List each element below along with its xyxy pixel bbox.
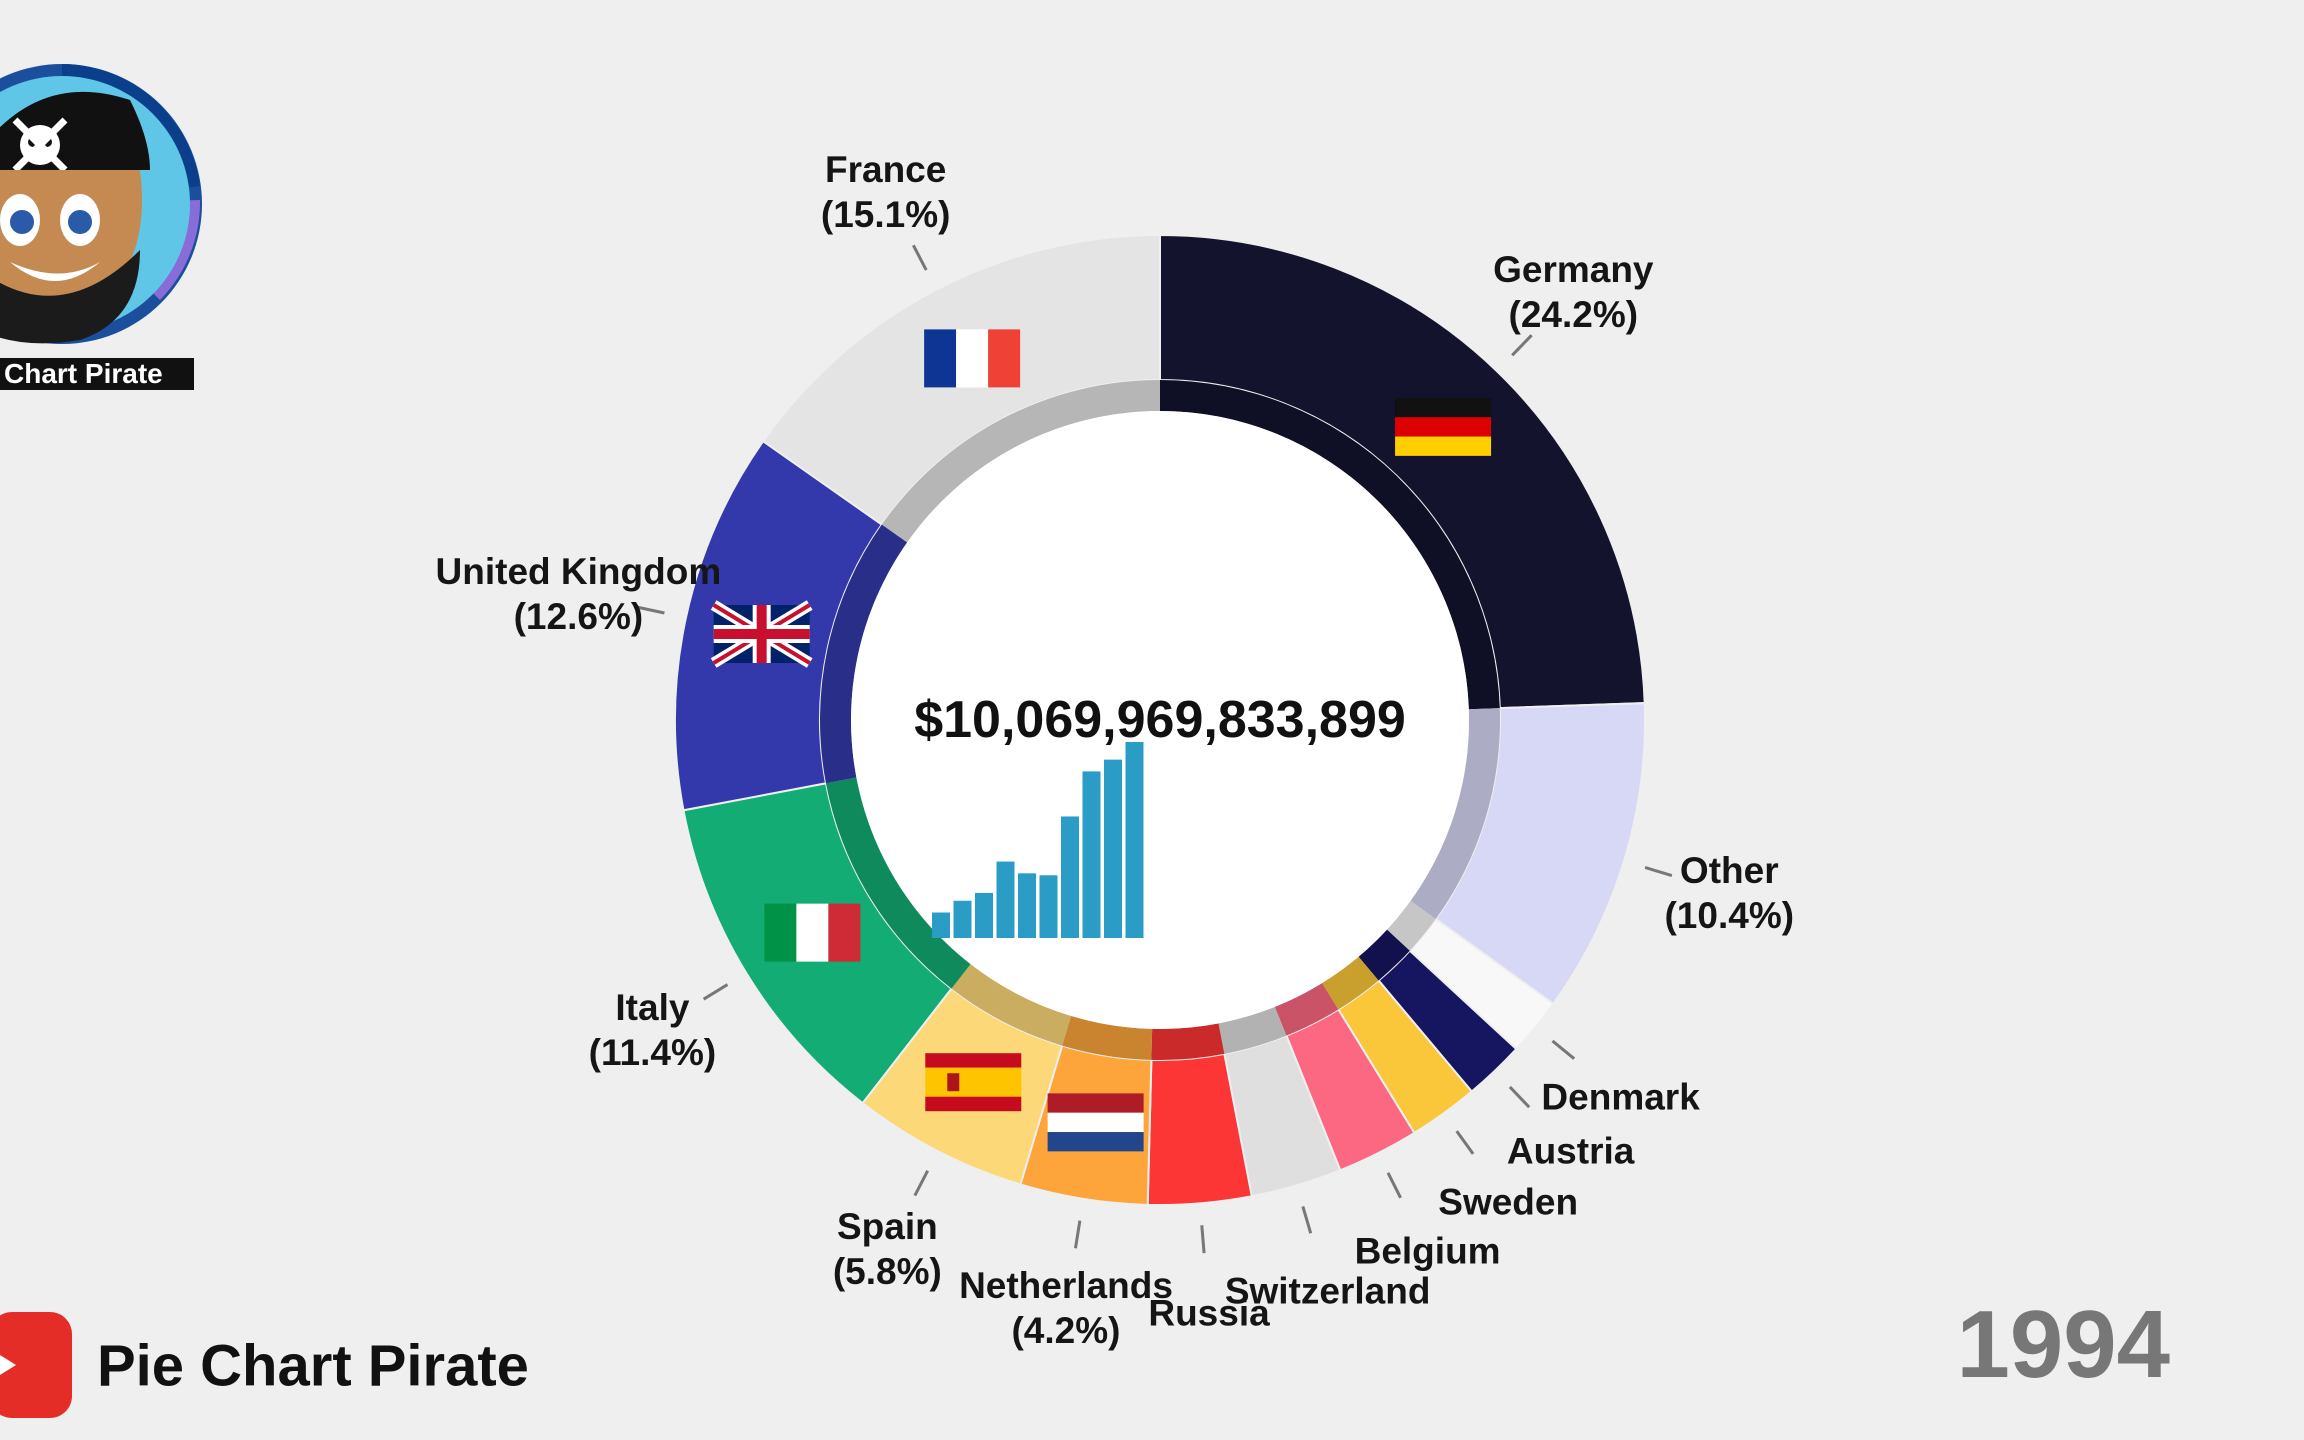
- slice-denmark-inner: [1386, 900, 1436, 951]
- leader-line-italy: [702, 983, 729, 1001]
- history-bar: [932, 912, 950, 938]
- leader-line-other: [1644, 866, 1673, 878]
- channel-name: Pie Chart Pirate: [97, 1333, 529, 1399]
- label-percent: (4.2%): [1011, 1309, 1121, 1351]
- label-name: Other: [1679, 850, 1779, 892]
- history-bar: [1039, 875, 1058, 938]
- label-united-kingdom: United Kingdom (12.6%): [436, 549, 722, 639]
- history-bar: [953, 900, 972, 938]
- total-value: $10,069,969,833,899: [914, 691, 1406, 749]
- slice-other-inner: [1410, 708, 1500, 919]
- avatar-label: Chart Pirate: [0, 358, 194, 390]
- history-bar: [1125, 742, 1144, 938]
- slice-united-kingdom-inner: [820, 524, 908, 784]
- history-bar: [1061, 816, 1079, 938]
- leader-line-denmark: [1551, 1039, 1576, 1060]
- spain-flag-icon: [925, 1053, 1022, 1112]
- slice-netherlands-inner: [1062, 1015, 1153, 1060]
- italy-flag-icon: [764, 903, 861, 962]
- label-denmark: Denmark: [1541, 1074, 1699, 1119]
- label-name: Sweden: [1438, 1181, 1579, 1223]
- youtube-play-icon[interactable]: [0, 1312, 72, 1418]
- france-flag-icon: [924, 329, 1021, 388]
- leader-lines-layer: [636, 244, 1673, 1254]
- label-percent: (10.4%): [1664, 895, 1795, 937]
- uk-flag-icon: [710, 600, 813, 668]
- label-austria: Austria: [1507, 1128, 1634, 1173]
- flags-layer: [710, 329, 1492, 1152]
- label-russia: Russia: [1148, 1290, 1269, 1335]
- slice-germany-inner: [1160, 380, 1500, 710]
- leader-line-spain: [913, 1169, 930, 1197]
- label-percent: (5.8%): [832, 1250, 942, 1292]
- history-mini-chart: [932, 742, 1144, 938]
- leader-line-sweden: [1455, 1130, 1475, 1155]
- label-sweden: Sweden: [1438, 1180, 1578, 1225]
- history-bar: [1082, 771, 1101, 938]
- label-italy: Italy (11.4%): [589, 985, 717, 1075]
- year-display: 1994: [1956, 1291, 2170, 1398]
- label-percent: (15.1%): [820, 194, 951, 235]
- label-belgium: Belgium: [1355, 1229, 1501, 1274]
- leader-line-united-kingdom: [636, 605, 665, 615]
- label-other: Other (10.4%): [1664, 848, 1794, 938]
- slice-sweden-inner: [1322, 956, 1379, 1010]
- history-bar: [996, 861, 1015, 938]
- label-name: France: [825, 149, 947, 190]
- label-netherlands: Netherlands (4.2%): [959, 1263, 1173, 1353]
- germany-flag-icon: [1395, 397, 1492, 456]
- leader-line-russia: [1200, 1225, 1206, 1254]
- slice-france-inner: [881, 380, 1160, 543]
- netherlands-flag-icon: [1047, 1093, 1144, 1152]
- label-name: United Kingdom: [435, 551, 722, 593]
- label-name: Italy: [615, 987, 690, 1029]
- label-germany: Germany (24.2%): [1493, 247, 1653, 337]
- label-name: Switzerland: [1224, 1270, 1431, 1312]
- label-name: Germany: [1493, 248, 1654, 290]
- leader-line-austria: [1508, 1085, 1531, 1109]
- slice-switzerland-inner: [1218, 1006, 1287, 1054]
- label-switzerland: Switzerland: [1225, 1268, 1431, 1313]
- leader-line-switzerland: [1301, 1206, 1313, 1234]
- label-percent: (12.6%): [513, 596, 644, 638]
- label-name: Russia: [1148, 1292, 1270, 1334]
- history-bar: [1104, 759, 1122, 938]
- slice-belgium-inner: [1274, 983, 1339, 1036]
- label-france: France (15.1%): [821, 147, 951, 237]
- label-name: Netherlands: [959, 1264, 1173, 1306]
- leader-line-france: [912, 244, 928, 271]
- label-spain: Spain (5.8%): [833, 1204, 942, 1294]
- inner-ring-layer: [820, 380, 1500, 1060]
- label-name: Spain: [836, 1205, 938, 1247]
- slice-russia-inner: [1151, 1023, 1225, 1060]
- history-bar: [975, 892, 993, 938]
- leader-line-belgium: [1386, 1172, 1402, 1199]
- label-name: Austria: [1506, 1130, 1635, 1172]
- leader-line-germany: [1511, 334, 1533, 357]
- label-name: Belgium: [1354, 1230, 1501, 1272]
- leader-line-netherlands: [1073, 1220, 1082, 1249]
- label-name: Denmark: [1541, 1076, 1700, 1118]
- history-bar: [1018, 873, 1036, 938]
- pirate-avatar-icon: [0, 64, 202, 344]
- slice-spain-inner: [951, 964, 1072, 1046]
- label-percent: (11.4%): [588, 1032, 717, 1074]
- slice-austria-inner: [1358, 929, 1410, 981]
- label-percent: (24.2%): [1508, 293, 1639, 335]
